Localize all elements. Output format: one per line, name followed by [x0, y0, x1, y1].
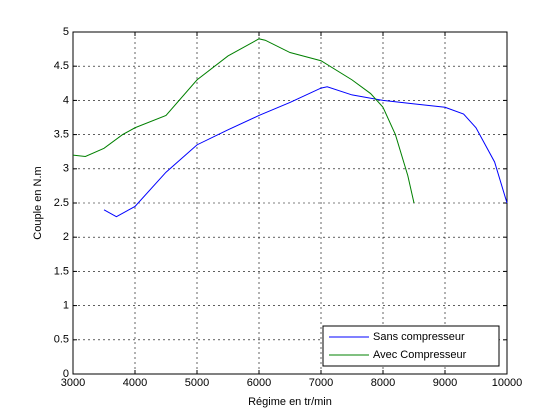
- y-tick-label: 1.5: [54, 265, 69, 277]
- y-tick-label: 3.5: [54, 129, 69, 141]
- legend: Sans compresseur Avec Compresseur: [322, 325, 500, 367]
- y-tick-label: 4.5: [54, 60, 69, 72]
- y-tick-label: 1: [63, 300, 69, 312]
- data-line: [103, 86, 508, 218]
- x-tick-label: 4000: [123, 377, 147, 389]
- x-tick-label: 8000: [371, 377, 395, 389]
- legend-label: Sans compresseur: [373, 331, 465, 343]
- y-tick-label: 2: [63, 231, 69, 243]
- y-tick-label: 0.5: [54, 334, 69, 346]
- y-tick-label: 5: [63, 26, 69, 38]
- y-tick-label: 0: [63, 368, 69, 380]
- y-tick-label: 4: [63, 94, 69, 106]
- y-tick-label: 2.5: [54, 197, 69, 209]
- x-tick-label: 5000: [185, 377, 209, 389]
- x-tick-label: 7000: [309, 377, 333, 389]
- x-tick-label: 10000: [492, 377, 523, 389]
- y-axis-label: Couple en N.m: [32, 166, 44, 239]
- data-line: [72, 38, 415, 204]
- x-tick-label: 9000: [433, 377, 457, 389]
- x-axis-label: Régime en tr/min: [248, 396, 332, 408]
- x-tick-label: 6000: [247, 377, 271, 389]
- legend-box: [322, 325, 500, 367]
- x-tick-label: 3000: [61, 377, 85, 389]
- legend-label: Avec Compresseur: [373, 349, 467, 361]
- y-tick-label: 3: [63, 163, 69, 175]
